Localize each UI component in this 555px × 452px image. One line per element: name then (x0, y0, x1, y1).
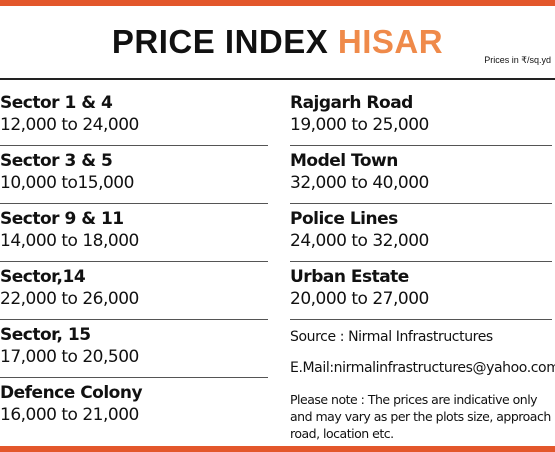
price-entry: Police Lines 24,000 to 32,000 (290, 204, 552, 262)
locality-name: Model Town (290, 151, 398, 171)
price-range: 32,000 to 40,000 (290, 173, 429, 193)
price-entry: Urban Estate 20,000 to 27,000 (290, 262, 552, 320)
locality-name: Sector 9 & 11 (0, 209, 124, 229)
locality-name: Defence Colony (0, 383, 143, 403)
locality-name: Urban Estate (290, 267, 409, 287)
price-range: 22,000 to 26,000 (0, 289, 139, 309)
page-title: PRICE INDEX HISAR (0, 22, 555, 62)
units-note: Prices in ₹/sq.yd (484, 55, 551, 65)
locality-name: Sector 1 & 4 (0, 93, 113, 113)
price-entry: Sector 1 & 4 12,000 to 24,000 (0, 88, 268, 146)
price-entry: Sector 9 & 11 14,000 to 18,000 (0, 204, 268, 262)
locality-name: Rajgarh Road (290, 93, 413, 113)
disclaimer-note: Please note : The prices are indicative … (290, 392, 551, 441)
header-divider (0, 78, 555, 80)
locality-name: Police Lines (290, 209, 398, 229)
right-column: Rajgarh Road 19,000 to 25,000 Model Town… (290, 88, 555, 320)
price-range: 24,000 to 32,000 (290, 231, 429, 251)
price-entry: Defence Colony 16,000 to 21,000 (0, 378, 268, 436)
price-entry: Model Town 32,000 to 40,000 (290, 146, 552, 204)
locality-name: Sector 3 & 5 (0, 151, 113, 171)
price-range: 16,000 to 21,000 (0, 405, 139, 425)
price-range: 10,000 to15,000 (0, 173, 134, 193)
top-accent-rule (0, 0, 555, 6)
left-column: Sector 1 & 4 12,000 to 24,000 Sector 3 &… (0, 88, 268, 436)
price-range: 20,000 to 27,000 (290, 289, 429, 309)
price-entry: Sector,14 22,000 to 26,000 (0, 262, 268, 320)
locality-name: Sector, 15 (0, 325, 91, 345)
title-city: HISAR (337, 23, 444, 60)
price-entry: Sector 3 & 5 10,000 to15,000 (0, 146, 268, 204)
price-range: 12,000 to 24,000 (0, 115, 139, 135)
source-credit: Source : Nirmal Infrastructures (290, 329, 493, 345)
price-range: 14,000 to 18,000 (0, 231, 139, 251)
price-range: 17,000 to 20,500 (0, 347, 139, 367)
bottom-accent-rule (0, 446, 555, 452)
price-entry: Sector, 15 17,000 to 20,500 (0, 320, 268, 378)
contact-email: E.Mail:nirmalinfrastructures@yahoo.com (290, 360, 555, 376)
locality-name: Sector,14 (0, 267, 86, 287)
price-range: 19,000 to 25,000 (290, 115, 429, 135)
title-main: PRICE INDEX (111, 23, 329, 60)
price-entry: Rajgarh Road 19,000 to 25,000 (290, 88, 552, 146)
